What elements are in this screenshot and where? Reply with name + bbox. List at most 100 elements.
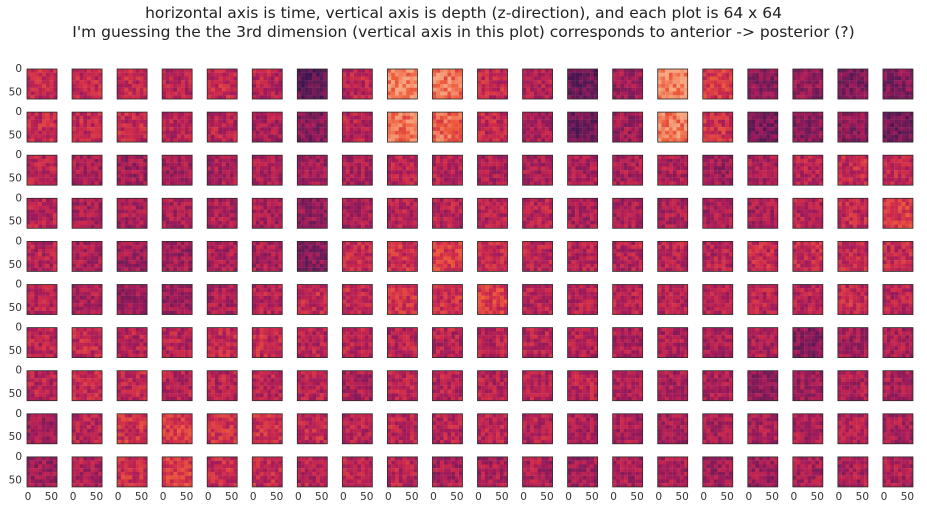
pixel-cell [98, 177, 103, 182]
pixel-cell [38, 76, 43, 81]
pixel-cell [721, 209, 726, 214]
pixel-cell [271, 173, 275, 178]
pixel-cell [271, 220, 275, 225]
pixel-cell [477, 91, 482, 96]
pixel-cell [500, 112, 504, 116]
pixel-cell [406, 166, 411, 171]
pixel-cell [252, 84, 257, 88]
pixel-cell [436, 209, 441, 214]
pixel-cell [49, 127, 54, 131]
pixel-cell [439, 181, 444, 186]
pixel-cell [882, 170, 887, 175]
pixel-cell [180, 170, 185, 175]
pixel-cell [169, 224, 174, 229]
pixel-cell [229, 220, 234, 225]
pixel-cell [616, 123, 621, 128]
pixel-cell [124, 155, 129, 160]
pixel-cell [545, 95, 549, 100]
pixel-cell [312, 80, 317, 85]
pixel-cell [627, 119, 632, 124]
pixel-cell [222, 127, 227, 131]
pixel-cell [620, 69, 625, 73]
pixel-cell [165, 166, 170, 171]
pixel-cell [792, 69, 797, 73]
pixel-cell [120, 170, 125, 175]
pixel-cell [702, 69, 707, 73]
pixel-cell [454, 123, 459, 128]
pixel-cell [590, 217, 594, 221]
pixel-cell [169, 202, 174, 206]
pixel-cell [612, 87, 617, 92]
pixel-cell [680, 202, 685, 206]
pixel-cell [804, 170, 808, 175]
pixel-cell [481, 158, 486, 163]
pixel-cell [229, 115, 234, 120]
pixel-cell [672, 130, 677, 135]
pixel-cell [180, 166, 185, 171]
pixel-cell [214, 198, 219, 203]
pixel-cell [819, 173, 823, 178]
pixel-cell [638, 69, 643, 73]
pixel-cell [571, 220, 576, 225]
pixel-cell [729, 198, 733, 203]
pixel-cell [620, 170, 625, 175]
pixel-cell [214, 217, 219, 221]
pixel-cell [308, 91, 313, 96]
pixel-cell [845, 181, 850, 186]
pixel-cell [627, 123, 632, 128]
pixel-cell [229, 112, 234, 116]
pixel-cell [717, 115, 722, 120]
pixel-cell [394, 155, 399, 160]
pixel-cell [616, 209, 621, 214]
pixel-cell [612, 217, 617, 221]
pixel-cell [177, 95, 182, 100]
pixel-cell [368, 127, 373, 131]
pixel-cell [402, 166, 407, 171]
pixel-cell [882, 72, 887, 77]
pixel-cell [458, 217, 463, 221]
pixel-cell [447, 198, 452, 203]
pixel-cell [316, 162, 320, 167]
pixel-cell [180, 177, 185, 182]
pixel-cell [454, 198, 459, 203]
pixel-cell [683, 224, 688, 229]
pixel-cell [638, 84, 643, 88]
pixel-cell [387, 112, 392, 116]
pixel-cell [755, 162, 760, 167]
pixel-cell [485, 76, 489, 81]
pixel-cell [406, 76, 411, 81]
pixel-cell [702, 205, 707, 210]
pixel-cell [75, 112, 80, 116]
pixel-cell [890, 87, 895, 92]
pixel-cell [886, 162, 891, 167]
pixel-cell [886, 170, 891, 175]
pixel-cell [342, 119, 347, 124]
pixel-cell [729, 138, 733, 143]
pixel-cell [676, 162, 681, 167]
pixel-cell [725, 213, 730, 218]
pixel-cell [541, 166, 546, 171]
pixel-cell [578, 162, 583, 167]
pixel-cell [391, 202, 396, 206]
pixel-cell [312, 138, 317, 143]
pixel-cell [353, 198, 358, 203]
pixel-cell [852, 87, 857, 92]
pixel-cell [308, 155, 313, 160]
panel-frame [26, 111, 58, 143]
pixel-cell [575, 87, 579, 92]
pixel-cell [72, 127, 76, 131]
pixel-cell [49, 217, 54, 221]
pixel-cell [364, 181, 369, 186]
pixel-cell [274, 209, 279, 214]
pixel-cell [75, 87, 80, 92]
pixel-cell [297, 119, 302, 124]
pixel-cell [620, 127, 625, 131]
pixel-cell [124, 80, 129, 85]
pixel-cell [481, 155, 486, 160]
pixel-cell [680, 155, 685, 160]
pixel-cell [807, 69, 812, 73]
pixel-cell [436, 217, 441, 221]
pixel-cell [409, 205, 414, 210]
pixel-cell [541, 170, 546, 175]
pixel-cell [894, 80, 899, 85]
